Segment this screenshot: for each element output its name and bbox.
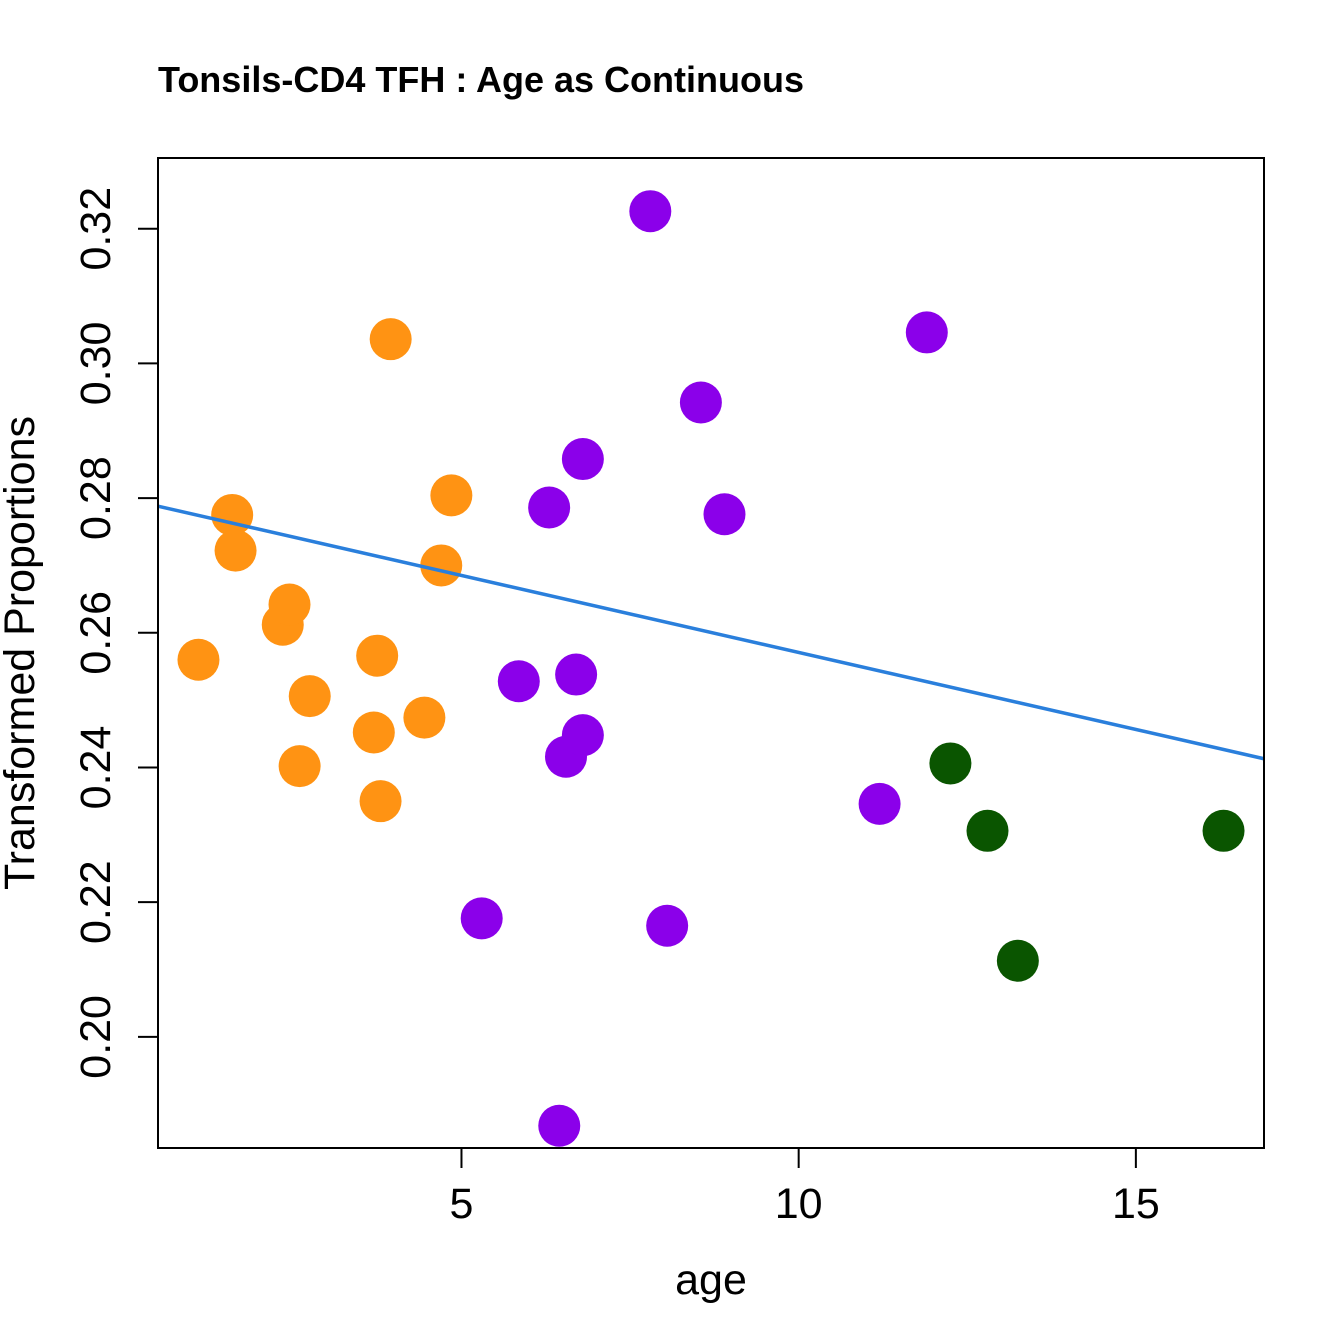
point-orange-7 [288,675,331,718]
y-tick-label-0.30: 0.30 [72,322,120,406]
y-axis: 0.20 0.22 0.24 0.26 0.28 0.30 0.32 [72,187,158,1079]
plot-frame [157,157,1265,1149]
point-orange-6 [278,745,321,788]
y-tick-label-0.24: 0.24 [72,726,120,810]
point-purple-7 [561,714,604,757]
x-tick-label-10: 10 [775,1180,823,1228]
point-orange-2 [211,493,254,536]
y-tick-label-0.32: 0.32 [72,187,120,271]
point-purple-1 [460,897,503,940]
x-tick-label-5: 5 [450,1180,474,1228]
point-purple-11 [679,381,722,424]
point-orange-1 [177,638,220,681]
y-axis-label: Transformed Proportions [0,416,44,890]
point-orange-8 [352,711,395,754]
point-purple-2 [497,660,540,703]
chart-title: Tonsils-CD4 TFH : Age as Continuous [158,59,804,100]
point-purple-9 [629,190,672,233]
point-orange-11 [369,318,412,361]
point-orange-3 [214,529,257,572]
regression-line [157,504,1265,761]
point-orange-13 [420,544,463,587]
point-purple-12 [703,493,746,536]
point-green-3 [996,939,1039,982]
point-green-2 [966,809,1009,852]
x-tick-label-15: 15 [1112,1180,1160,1228]
point-orange-12 [403,696,446,739]
point-purple-10 [646,904,689,947]
y-tick-label-0.26: 0.26 [72,591,120,675]
point-green-1 [929,742,972,785]
point-purple-13 [858,782,901,825]
point-purple-6 [555,653,598,696]
point-orange-9 [356,634,399,677]
point-purple-14 [905,311,948,354]
y-tick-label-0.22: 0.22 [72,860,120,944]
point-purple-3 [528,486,571,529]
x-axis-label: age [675,1256,747,1304]
point-orange-14 [430,474,473,517]
y-tick-label-0.28: 0.28 [72,456,120,540]
point-orange-5 [268,583,311,626]
point-orange-10 [359,780,402,823]
point-purple-8 [561,438,604,481]
point-purple-4 [538,1104,581,1147]
point-green-4 [1202,809,1245,852]
y-tick-label-0.20: 0.20 [72,995,120,1079]
x-axis: 5 10 15 [450,1148,1160,1228]
plot-marks [157,190,1265,1147]
